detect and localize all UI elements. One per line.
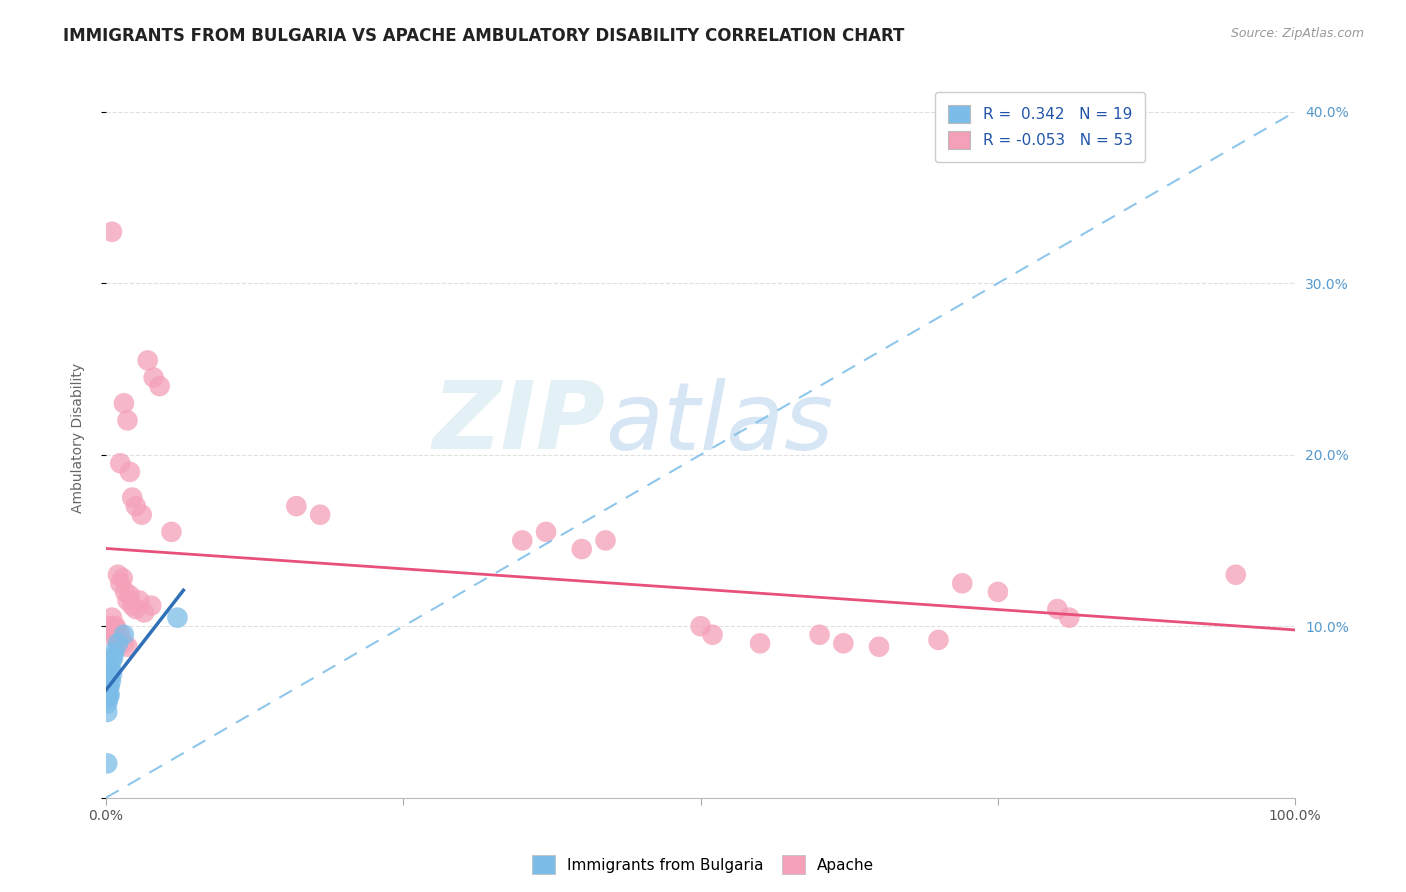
Point — [285, 499, 308, 513]
Point — [160, 524, 183, 539]
Point — [112, 628, 135, 642]
Point — [110, 628, 132, 642]
Text: atlas: atlas — [606, 377, 834, 468]
Point — [97, 688, 120, 702]
Point — [103, 645, 125, 659]
Point — [103, 619, 125, 633]
Point — [117, 413, 139, 427]
Point — [868, 640, 890, 654]
Point — [107, 636, 129, 650]
Point — [987, 585, 1010, 599]
Point — [808, 628, 831, 642]
Point — [1225, 567, 1247, 582]
Point — [309, 508, 332, 522]
Point — [128, 593, 150, 607]
Point — [98, 671, 121, 685]
Legend: R =  0.342   N = 19, R = -0.053   N = 53: R = 0.342 N = 19, R = -0.053 N = 53 — [935, 92, 1144, 161]
Point — [118, 465, 141, 479]
Legend: Immigrants from Bulgaria, Apache: Immigrants from Bulgaria, Apache — [526, 849, 880, 880]
Point — [97, 691, 120, 706]
Point — [104, 619, 127, 633]
Point — [97, 619, 120, 633]
Point — [101, 225, 124, 239]
Point — [510, 533, 533, 548]
Point — [107, 567, 129, 582]
Point — [98, 688, 121, 702]
Point — [103, 650, 125, 665]
Text: Source: ZipAtlas.com: Source: ZipAtlas.com — [1230, 27, 1364, 40]
Point — [142, 370, 165, 384]
Point — [96, 756, 118, 771]
Point — [100, 623, 122, 637]
Point — [595, 533, 617, 548]
Point — [117, 640, 139, 654]
Point — [112, 396, 135, 410]
Point — [100, 674, 122, 689]
Point — [1059, 610, 1081, 624]
Point — [101, 667, 124, 681]
Point — [125, 602, 148, 616]
Point — [141, 599, 163, 613]
Point — [832, 636, 855, 650]
Point — [702, 628, 724, 642]
Point — [103, 628, 125, 642]
Text: ZIP: ZIP — [433, 377, 606, 469]
Point — [107, 632, 129, 647]
Point — [112, 636, 135, 650]
Point — [534, 524, 557, 539]
Point — [110, 576, 132, 591]
Point — [100, 662, 122, 676]
Point — [98, 679, 121, 693]
Point — [110, 456, 132, 470]
Point — [118, 588, 141, 602]
Point — [950, 576, 973, 591]
Point — [97, 679, 120, 693]
Point — [131, 508, 153, 522]
Point — [136, 353, 159, 368]
Point — [134, 606, 156, 620]
Point — [689, 619, 711, 633]
Point — [111, 571, 134, 585]
Point — [121, 599, 143, 613]
Point — [1046, 602, 1069, 616]
Point — [125, 499, 148, 513]
Point — [96, 697, 118, 711]
Point — [121, 491, 143, 505]
Point — [114, 585, 136, 599]
Point — [105, 623, 128, 637]
Point — [571, 541, 593, 556]
Point — [149, 379, 172, 393]
Text: IMMIGRANTS FROM BULGARIA VS APACHE AMBULATORY DISABILITY CORRELATION CHART: IMMIGRANTS FROM BULGARIA VS APACHE AMBUL… — [63, 27, 904, 45]
Y-axis label: Ambulatory Disability: Ambulatory Disability — [72, 362, 86, 513]
Point — [96, 705, 118, 719]
Point — [96, 688, 118, 702]
Point — [101, 653, 124, 667]
Point — [749, 636, 772, 650]
Point — [166, 610, 188, 624]
Point — [117, 593, 139, 607]
Point — [101, 610, 124, 624]
Point — [98, 628, 121, 642]
Point — [927, 632, 949, 647]
